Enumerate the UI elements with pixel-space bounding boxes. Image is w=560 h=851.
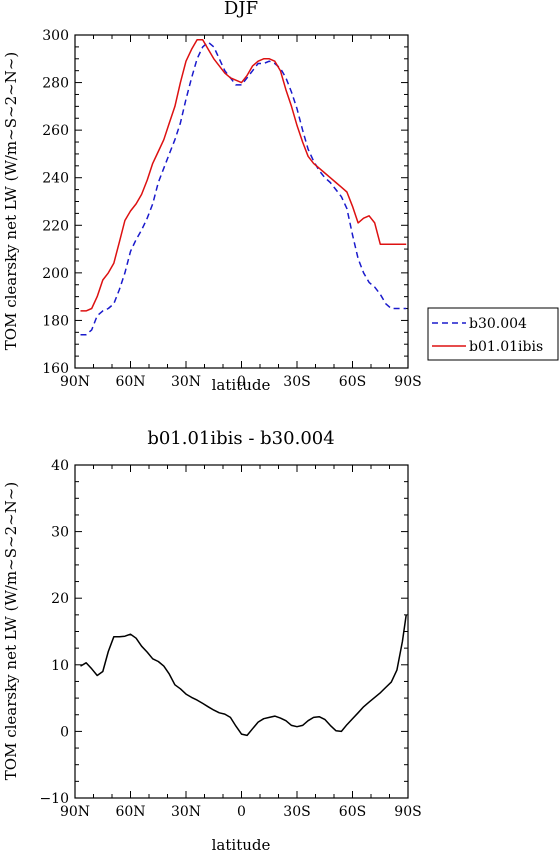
x-tick-label: 30S (283, 374, 310, 390)
y-tick-label: 280 (42, 76, 69, 92)
series-line-b01-01ibis (80, 39, 407, 312)
legend: b30.004 b01.01ibis (427, 307, 559, 361)
top-x-axis-title: latitude (212, 376, 271, 394)
y-tick-label: 200 (42, 266, 69, 282)
legend-label-b30: b30.004 (469, 316, 527, 332)
x-tick-label: 60S (339, 374, 366, 390)
x-tick-label: 30N (171, 374, 201, 390)
top-panel: DJF 90N 60N 30N 0 30S 60S 90S 160 180 200 220 240 26… (2, 0, 422, 394)
x-tick-label: 90N (60, 374, 90, 390)
bottom-plot-frame (74, 464, 409, 799)
series-line-b30-004 (80, 41, 407, 336)
y-tick-label: 260 (42, 123, 69, 139)
x-tick-label: 30N (171, 804, 201, 820)
series-line-difference (80, 614, 407, 737)
legend-label-b01: b01.01ibis (469, 339, 543, 355)
x-tick-label: 60N (115, 374, 145, 390)
top-plot-frame (74, 34, 409, 369)
top-axes: 90N 60N 30N 0 30S 60S 90S 160 180 200 220 240 260 280… (42, 28, 421, 390)
x-tick-label: 90S (394, 374, 421, 390)
y-tick-label: 40 (51, 458, 69, 474)
x-tick-label: 30S (283, 804, 310, 820)
y-tick-label: 180 (42, 313, 69, 329)
bottom-x-axis-title: latitude (212, 836, 271, 851)
y-tick-label: 240 (42, 171, 69, 187)
x-tick-label: 60N (115, 804, 145, 820)
top-series-group (80, 39, 407, 336)
x-tick-label: 0 (237, 374, 246, 390)
y-tick-label: 0 (60, 724, 69, 740)
top-chart-title: DJF (224, 0, 258, 19)
y-tick-label: −10 (39, 791, 69, 807)
y-tick-label: 300 (42, 28, 69, 44)
y-tick-label: 30 (51, 525, 69, 541)
bottom-series-group (80, 614, 407, 737)
bottom-axes: 90N 60N 30N 0 30S 60S 90S −10 0 10 20 30 40 (39, 458, 421, 820)
x-tick-label: 90N (60, 804, 90, 820)
x-tick-label: 60S (339, 804, 366, 820)
x-tick-label: 90S (394, 804, 421, 820)
bottom-y-axis-title: TOM clearsky net LW (W/m~S~2~N~) (2, 482, 20, 780)
x-tick-label: 0 (237, 804, 246, 820)
bottom-chart-title: b01.01ibis - b30.004 (147, 428, 334, 449)
legend-box (427, 307, 559, 361)
y-tick-label: 220 (42, 218, 69, 234)
y-tick-label: 10 (51, 658, 69, 674)
bottom-panel: b01.01ibis - b30.004 90N 60N 30N 0 30S 60S 90S… (2, 428, 422, 851)
y-tick-label: 20 (51, 591, 69, 607)
y-tick-label: 160 (42, 361, 69, 377)
top-y-axis-title: TOM clearsky net LW (W/m~S~2~N~) (2, 52, 20, 350)
